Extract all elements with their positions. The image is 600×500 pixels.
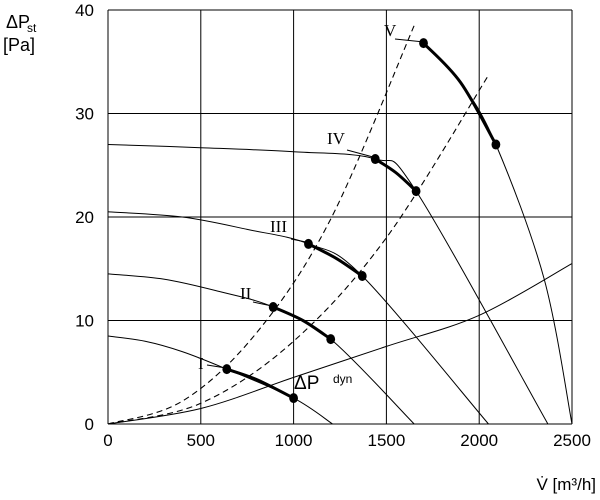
y-tick-label: 0 bbox=[85, 415, 94, 434]
x-tick-label: 1000 bbox=[275, 431, 313, 450]
system-curve-dashed bbox=[107, 25, 415, 425]
fan-speed-label: III bbox=[270, 217, 287, 236]
y-axis-title: ΔP st [Pa] bbox=[3, 12, 37, 55]
y-axis-label-sub: st bbox=[27, 21, 37, 35]
operating-range-IV bbox=[373, 157, 418, 193]
fan-speed-label: II bbox=[240, 284, 252, 303]
operating-range-V bbox=[422, 41, 498, 146]
y-tick-label: 10 bbox=[75, 312, 94, 331]
fan-curve-II bbox=[107, 273, 415, 425]
label-leader bbox=[206, 364, 227, 369]
grid: 0 500 1000 1500 2000 2500 0 10 20 30 40 bbox=[75, 1, 591, 450]
operating-point bbox=[222, 364, 232, 375]
operating-point bbox=[268, 302, 278, 313]
operating-range-I bbox=[225, 367, 296, 400]
label-leader bbox=[346, 149, 374, 158]
operating-point bbox=[304, 238, 313, 249]
operating-point bbox=[491, 139, 501, 150]
fan-speed-label: I bbox=[198, 354, 204, 373]
fan-speed-label: IV bbox=[327, 129, 346, 148]
operating-point bbox=[357, 270, 367, 281]
y-tick-label: 30 bbox=[75, 105, 94, 124]
x-tick-label: 2000 bbox=[460, 431, 498, 450]
label-leader bbox=[394, 38, 425, 43]
x-tick-label: 500 bbox=[187, 431, 215, 450]
fan-speed-label: V bbox=[384, 21, 397, 40]
operating-point bbox=[411, 186, 421, 197]
operating-point bbox=[419, 38, 428, 49]
system-curve-dashed bbox=[107, 74, 489, 425]
x-tick-label: 0 bbox=[103, 431, 112, 450]
fan-curve-V bbox=[423, 42, 573, 425]
fan-curve-IV bbox=[107, 144, 549, 425]
dyn-label: ΔP dyn bbox=[294, 372, 352, 394]
y-tick-label: 40 bbox=[75, 1, 94, 20]
x-axis-label: V̇ [m³/h] bbox=[536, 475, 596, 494]
operating-range-II bbox=[271, 305, 333, 341]
x-tick-label: 1500 bbox=[367, 431, 405, 450]
operating-point bbox=[326, 334, 336, 345]
dyn-label-sub: dyn bbox=[333, 372, 352, 386]
y-axis-label-main: ΔP bbox=[6, 12, 30, 32]
operating-range-III bbox=[306, 242, 364, 278]
curves bbox=[107, 25, 573, 425]
y-tick-label: 20 bbox=[75, 208, 94, 227]
x-tick-label: 2500 bbox=[553, 431, 591, 450]
operating-point bbox=[370, 154, 380, 165]
dyn-label-main: ΔP bbox=[294, 373, 319, 394]
dynamic-pressure-curve bbox=[107, 263, 573, 425]
label-leader bbox=[252, 301, 273, 307]
y-axis-unit: [Pa] bbox=[3, 35, 35, 55]
operating-point bbox=[289, 393, 298, 404]
marks bbox=[222, 38, 501, 404]
label-leader bbox=[290, 238, 307, 243]
